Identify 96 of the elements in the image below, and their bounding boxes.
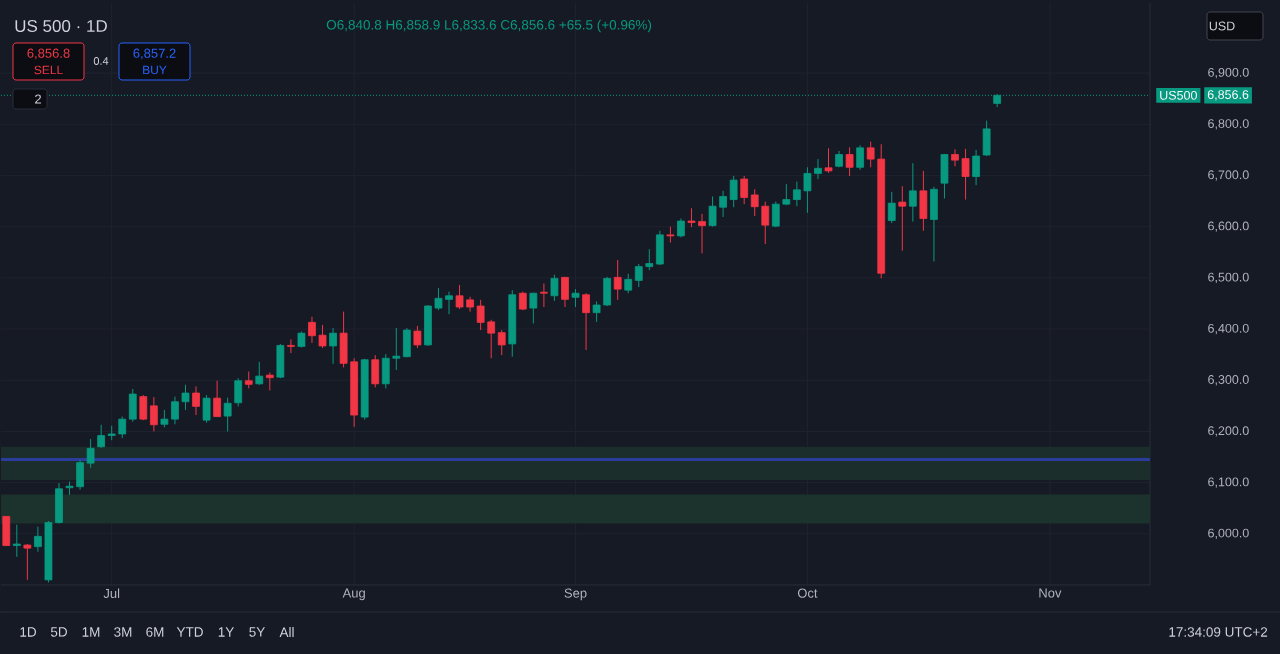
candlestick <box>86 438 95 469</box>
candlestick <box>118 416 127 439</box>
y-tick-label: 6,200.0 <box>1208 426 1249 437</box>
text: US 500 · 1D <box>15 19 107 33</box>
candlestick <box>634 263 643 288</box>
candlestick <box>561 276 569 308</box>
text: 1D <box>20 627 36 637</box>
text: 1M <box>82 627 100 637</box>
candlestick <box>613 259 622 301</box>
candlestick <box>687 207 696 228</box>
candlestick <box>149 396 158 432</box>
candlestick <box>34 526 42 553</box>
annotation: 6,856.8 <box>27 48 70 60</box>
candlestick <box>445 291 453 315</box>
candlestick <box>476 299 485 331</box>
candlestick <box>708 195 717 228</box>
candlestick <box>898 185 907 252</box>
candlestick <box>318 324 327 349</box>
candlestick <box>329 327 337 365</box>
ref-line-label: US500 <box>1160 90 1197 100</box>
candlestick <box>434 287 443 311</box>
candlestick <box>308 316 316 344</box>
text: USD <box>1209 21 1235 31</box>
candlestick <box>719 190 727 218</box>
candlestick <box>413 325 422 349</box>
candlestick <box>234 377 243 407</box>
candlestick <box>624 273 633 294</box>
candlestick <box>392 327 401 371</box>
candlestick <box>550 274 559 302</box>
text: 5Y <box>249 627 265 637</box>
candlestick <box>750 188 759 217</box>
candlestick <box>582 292 590 351</box>
candlestick <box>961 148 970 201</box>
candlestick <box>487 319 496 359</box>
candlestick <box>740 175 749 205</box>
text: 6M <box>146 627 164 637</box>
text: All <box>279 627 294 637</box>
candlestick <box>866 141 875 168</box>
annotation: SELL <box>34 65 63 75</box>
y-tick-label: 6,856.6 <box>1207 90 1249 101</box>
x-tick-label: Jul <box>103 588 120 599</box>
text: 17:34:09 UTC+2 <box>1169 627 1268 637</box>
candlestick <box>23 543 32 581</box>
candlestick <box>202 394 211 424</box>
candlestick <box>497 329 506 356</box>
candlestick <box>771 201 780 228</box>
y-tick-label: 6,700.0 <box>1208 170 1249 181</box>
text: 3M <box>114 627 132 637</box>
x-tick-label: Nov <box>1039 588 1062 598</box>
candlestick <box>698 213 706 254</box>
candlestick <box>540 282 548 308</box>
text: 5D <box>50 627 67 637</box>
candlestick <box>761 201 770 245</box>
candlestick <box>192 385 200 416</box>
candlestick <box>972 149 980 186</box>
y-tick-label: 6,900.0 <box>1208 67 1249 79</box>
y-tick-label: 6,600.0 <box>1208 221 1249 232</box>
text: YTD <box>176 627 203 637</box>
candlestick <box>645 248 654 271</box>
text: 1Y <box>218 627 234 637</box>
candlestick <box>223 397 232 432</box>
candlestick <box>856 144 865 171</box>
candlestick <box>793 181 801 207</box>
candlestick <box>887 191 896 224</box>
candlestick <box>213 380 221 418</box>
y-tick-label: 6,400.0 <box>1208 323 1249 335</box>
y-tick-label: 6,100.0 <box>1208 477 1249 488</box>
annotation: BUY <box>143 65 167 75</box>
y-tick-label: 6,300.0 <box>1208 375 1249 386</box>
candlestick <box>139 394 148 421</box>
candlestick <box>529 292 538 324</box>
y-tick-label: 6,800.0 <box>1208 119 1249 130</box>
candlestick <box>803 166 812 214</box>
x-tick-label: Sep <box>564 588 587 601</box>
candlestick <box>951 148 959 167</box>
x-tick-label: Aug <box>342 588 365 601</box>
candlestick <box>171 396 179 425</box>
annotation: 0.4 <box>93 57 109 65</box>
annotation: O6,840.8 H6,858.9 L6,833.6 C6,856.6 +65.5 (+0.96%) <box>326 19 652 33</box>
annotation: 6,857.2 <box>133 48 176 60</box>
y-tick-label: 6,500.0 <box>1208 272 1249 284</box>
candlestick <box>729 175 738 208</box>
candlestick <box>908 162 917 223</box>
x-tick-label: Oct <box>797 588 818 598</box>
candlestick <box>181 384 190 411</box>
candlestick <box>824 147 833 174</box>
candlestick <box>287 338 295 354</box>
y-tick-label: 6,000.0 <box>1208 528 1249 539</box>
candlestick <box>592 300 601 323</box>
candlestick <box>12 524 21 558</box>
candlestick <box>455 284 464 310</box>
annotation: 2 <box>35 94 41 104</box>
candlestick <box>255 361 264 386</box>
candlestick <box>845 146 854 177</box>
candlestick <box>97 424 106 449</box>
candlestick <box>814 158 822 180</box>
